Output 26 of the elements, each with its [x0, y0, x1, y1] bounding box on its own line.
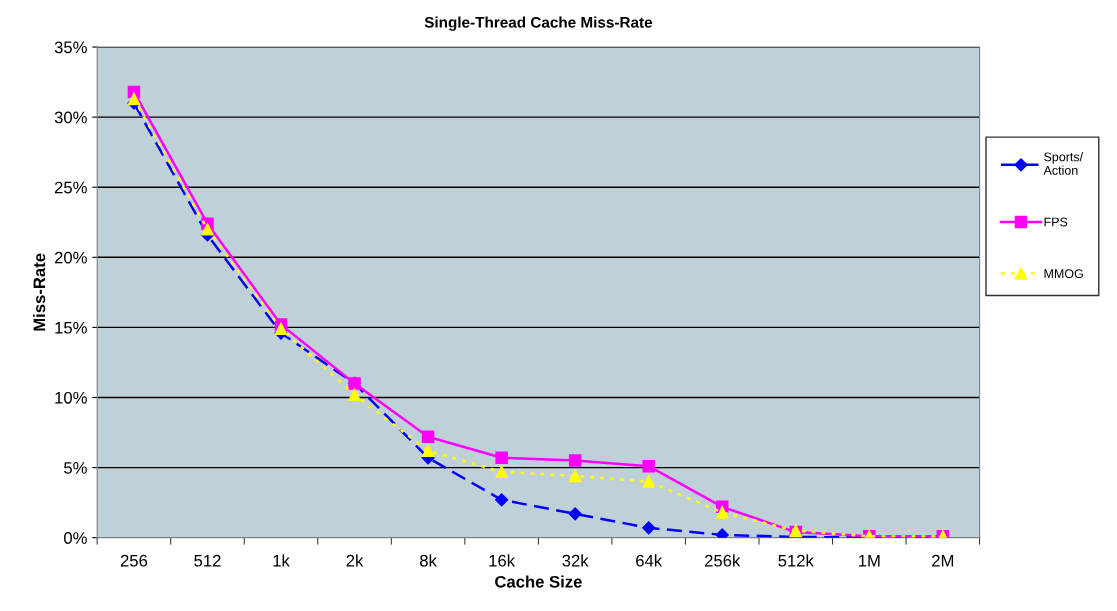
y-tick-label: 25%: [54, 181, 87, 194]
x-tick-label: 2k: [346, 554, 364, 567]
legend-label: Sports/ Action: [1043, 152, 1084, 175]
x-tick-label: 512: [194, 554, 221, 567]
y-tick-label: 35%: [54, 41, 87, 54]
x-axis-title: Cache Size: [495, 575, 582, 588]
y-tick-label: 30%: [54, 111, 87, 124]
y-tick-label: 20%: [54, 251, 87, 264]
x-tick-label: 64k: [636, 554, 663, 567]
y-tick-label: 5%: [64, 462, 87, 474]
x-tick-label: 2M: [932, 554, 954, 567]
y-axis-title: Miss-Rate: [33, 253, 46, 331]
x-tick-label: 256k: [705, 554, 741, 567]
chart-title: Single-Thread Cache Miss-Rate: [424, 16, 653, 31]
y-tick-label: 0%: [64, 532, 87, 544]
x-tick-label: 8k: [420, 554, 437, 567]
x-tick-label: 256: [120, 554, 148, 567]
x-tick-label: 512k: [778, 554, 814, 567]
legend-label: MMOG: [1044, 269, 1083, 279]
x-tick-label: 1M: [859, 554, 880, 567]
y-tick-label: 15%: [55, 321, 87, 334]
legend-label: FPS: [1044, 217, 1068, 227]
x-tick-label: 32k: [562, 554, 589, 567]
x-tick-label: 1k: [273, 554, 290, 567]
y-tick-label: 10%: [55, 391, 87, 404]
x-tick-label: 16k: [489, 554, 516, 567]
